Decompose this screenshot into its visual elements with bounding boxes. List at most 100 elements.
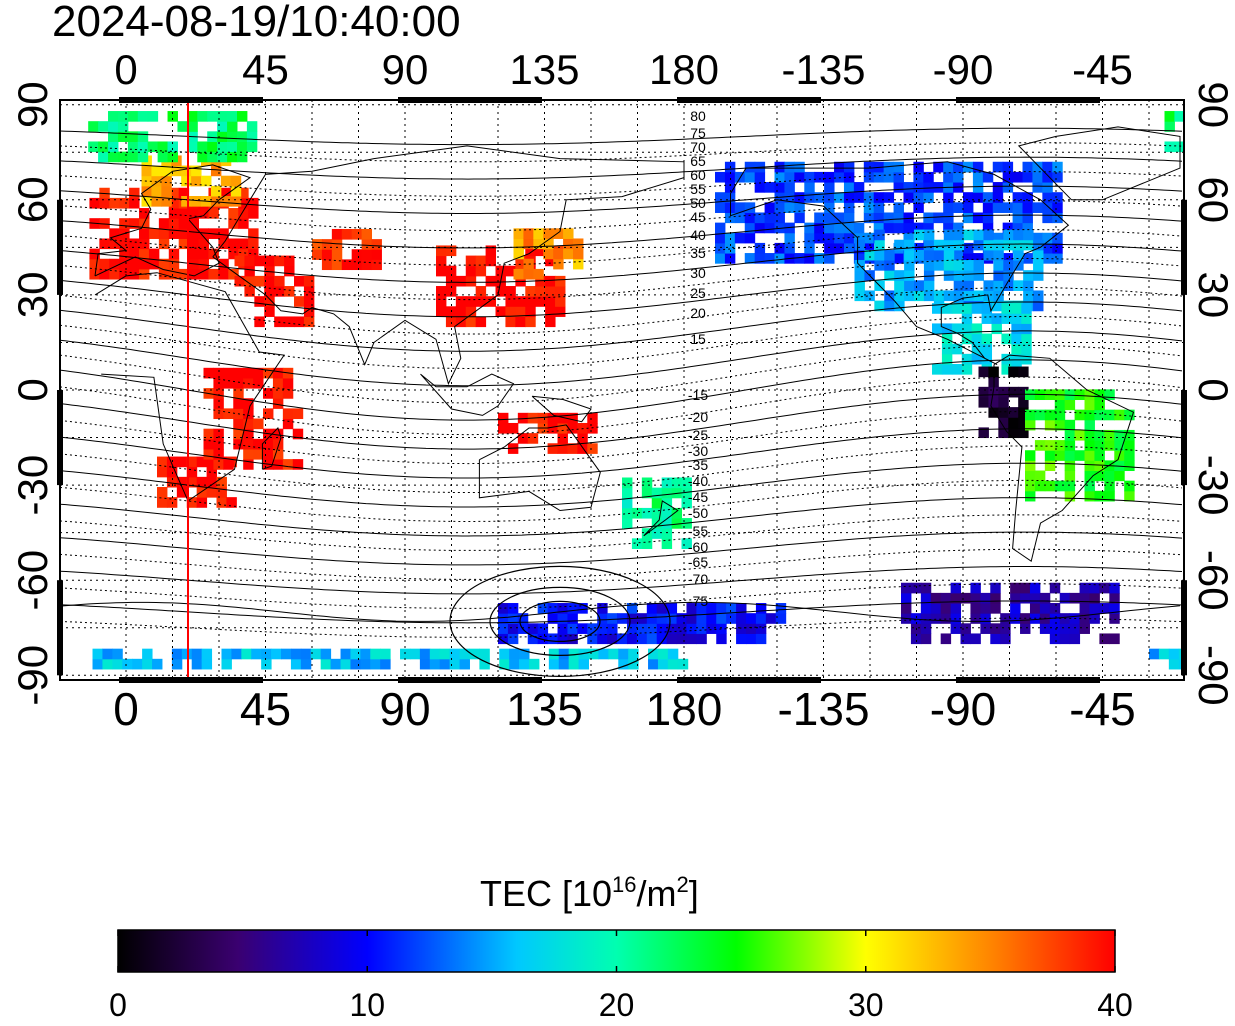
contour-line <box>60 315 1183 370</box>
right-lat-tick-label: 90 <box>1190 81 1235 128</box>
top-lon-tick-label: -90 <box>933 46 994 93</box>
coastline-antarctica <box>60 601 1181 622</box>
tec-patch-andes <box>978 366 1029 439</box>
contour-label: 40 <box>690 227 706 243</box>
left-lat-tick-label: 30 <box>9 272 56 319</box>
contour-label: -30 <box>688 443 708 459</box>
top-lon-tick-label: -45 <box>1072 46 1133 93</box>
tec-patch-arctic-europe <box>88 111 1184 163</box>
contour-label: -65 <box>688 554 708 570</box>
contour-label: -45 <box>688 489 708 505</box>
polar-contour-loop <box>519 600 601 643</box>
contour-label: -50 <box>688 505 708 521</box>
bottom-lon-tick-label: -90 <box>930 683 996 735</box>
left-lat-tick-label: 60 <box>9 176 56 223</box>
polar-contour-loop <box>449 565 671 678</box>
tec-patch-antarctic-rim <box>92 648 1184 670</box>
contour-label: 65 <box>690 153 706 169</box>
right-lat-tick-label: 60 <box>1190 176 1235 223</box>
contour-line <box>60 600 1183 624</box>
coastline <box>212 145 685 386</box>
colorbar-tick-label: 30 <box>848 987 884 1021</box>
right-lat-tick-label: -30 <box>1190 455 1235 516</box>
lat-lon-grid <box>60 100 1184 680</box>
coastline <box>643 500 679 537</box>
colorbar-tick-label: 20 <box>599 987 635 1021</box>
left-lat-tick-label: -90 <box>9 645 56 706</box>
right-lat-tick-label: -90 <box>1190 645 1235 706</box>
top-lon-tick-label: -135 <box>781 46 865 93</box>
polar-contour-loop <box>489 586 631 657</box>
contour-label: -15 <box>688 387 708 403</box>
coastline <box>730 161 1070 366</box>
contour-label: -25 <box>688 427 708 443</box>
contour-line <box>60 566 1183 595</box>
colorbar-tick-label: 0 <box>109 987 127 1021</box>
right-lat-tick-label: 30 <box>1190 272 1235 319</box>
contour-line <box>60 359 1183 421</box>
contour-label: -35 <box>688 457 708 473</box>
tec-patch-new-zealand <box>622 477 692 549</box>
contour-line <box>60 344 1183 404</box>
contour-label: -40 <box>688 473 708 489</box>
contour-label: 55 <box>690 181 706 197</box>
top-lon-tick-label: 0 <box>114 46 137 93</box>
top-longitude-ticks: 0 45 90 135 180 -135 -90 -45 <box>114 46 1133 93</box>
tec-patch-east-africa <box>203 367 304 470</box>
tec-patch-brazil <box>1025 389 1135 502</box>
left-lat-tick-label: -60 <box>9 550 56 611</box>
bottom-lon-tick-label: 135 <box>506 683 583 735</box>
coastline <box>1017 126 1181 201</box>
colorbar-tick-label: 10 <box>349 987 385 1021</box>
coastline <box>420 373 515 416</box>
contour-line <box>60 462 1183 508</box>
coastlines <box>60 126 1189 622</box>
contour-label: 75 <box>690 125 706 141</box>
coastline <box>94 164 252 277</box>
contour-line <box>60 376 1183 436</box>
colorbar-gradient <box>117 929 1116 973</box>
bottom-lon-tick-label: 0 <box>113 683 139 735</box>
tec-patch-antarctica-pacific <box>498 603 787 645</box>
timestamp-title: 2024-08-19/10:40:00 <box>52 0 461 46</box>
colorbar-tick-label: 40 <box>1097 987 1133 1021</box>
right-lat-tick-label: 0 <box>1190 378 1235 401</box>
left-lat-tick-label: 90 <box>9 81 56 128</box>
left-latitude-ticks: 90 60 30 0 -30 -60 -90 <box>9 81 56 705</box>
coastline <box>531 395 592 423</box>
contour-line <box>60 127 1183 146</box>
contour-label: 60 <box>690 167 706 183</box>
tec-patch-antarctica-atlantic <box>901 582 1120 645</box>
frame-tick-bars <box>57 97 1187 683</box>
contour-label: -55 <box>688 523 708 539</box>
contour-label: 50 <box>690 195 706 211</box>
bottom-lon-tick-label: -135 <box>777 683 869 735</box>
contour-line <box>60 171 1183 197</box>
left-lat-tick-label: 0 <box>9 378 56 401</box>
top-lon-tick-label: 135 <box>509 46 579 93</box>
contour-label: 35 <box>690 245 706 261</box>
contour-label: 30 <box>690 265 706 281</box>
contour-label: 70 <box>690 139 706 155</box>
colorbar-ticks: 0 10 20 30 40 <box>109 930 1133 1023</box>
contour-line <box>60 142 1183 163</box>
contour-label: -20 <box>688 409 708 425</box>
bottom-lon-tick-label: 180 <box>646 683 723 735</box>
contour-label: -70 <box>688 571 708 587</box>
coastline <box>990 354 1135 563</box>
bottom-lon-tick-label: 90 <box>379 683 430 735</box>
contour-label: 25 <box>690 285 706 301</box>
coastline <box>261 427 282 470</box>
contour-line <box>60 428 1183 479</box>
contour-line <box>60 617 1183 638</box>
tec-patch-scandinavia <box>141 155 242 207</box>
contour-line <box>60 214 1183 249</box>
bottom-longitude-ticks: 0 45 90 135 180 -135 -90 -45 <box>113 683 1136 735</box>
top-lon-tick-label: 180 <box>649 46 719 93</box>
top-lon-tick-label: 45 <box>242 46 289 93</box>
left-lat-tick-label: -30 <box>9 455 56 516</box>
contour-line <box>60 497 1183 537</box>
bottom-lon-tick-label: -45 <box>1069 683 1135 735</box>
